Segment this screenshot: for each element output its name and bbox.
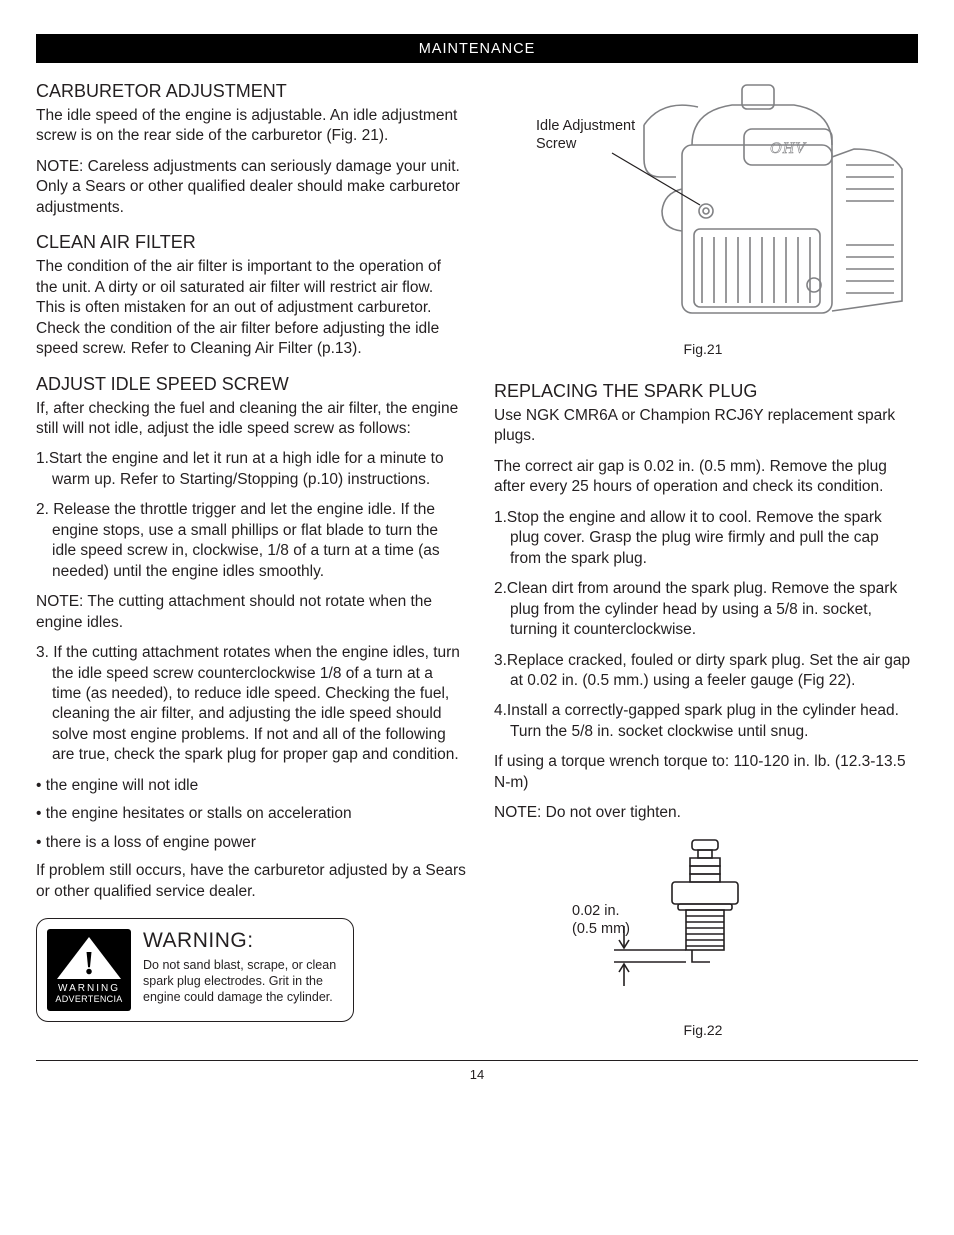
note-para: NOTE: Do not over tighten. (494, 803, 912, 823)
warning-text-block: WARNING: Do not sand blast, scrape, or c… (143, 929, 339, 1005)
para: The correct air gap is 0.02 in. (0.5 mm)… (494, 457, 912, 498)
heading-replacing-spark-plug: REPLACING THE SPARK PLUG (494, 381, 912, 402)
warning-title: WARNING: (143, 929, 339, 953)
bullet-item: • the engine hesitates or stalls on acce… (36, 804, 466, 824)
bullet-item: • there is a loss of engine power (36, 833, 466, 853)
heading-carburetor-adjustment: CARBURETOR ADJUSTMENT (36, 81, 466, 102)
para: The idle speed of the engine is adjustab… (36, 106, 466, 147)
step-item: 2. Release the throttle trigger and let … (36, 500, 466, 582)
note-para: NOTE: The cutting attachment should not … (36, 592, 466, 633)
warning-icon: ! WARNING ADVERTENCIA (47, 929, 131, 1011)
step-item: 2.Clean dirt from around the spark plug.… (494, 579, 912, 640)
heading-adjust-idle-speed-screw: ADJUST IDLE SPEED SCREW (36, 374, 466, 395)
step-item: 1.Start the engine and let it run at a h… (36, 449, 466, 490)
right-column: Idle Adjustment Screw (494, 81, 912, 1038)
warning-icon-label: ADVERTENCIA (55, 994, 122, 1004)
steps-list: 1.Start the engine and let it run at a h… (36, 449, 466, 582)
spark-plug-illustration (494, 836, 912, 1016)
para: If, after checking the fuel and cleaning… (36, 399, 466, 440)
figure-21-caption: Fig.21 (684, 341, 723, 357)
warning-callout: ! WARNING ADVERTENCIA WARNING: Do not sa… (36, 918, 354, 1022)
heading-clean-air-filter: CLEAN AIR FILTER (36, 232, 466, 253)
warning-icon-label: WARNING (58, 983, 120, 994)
steps-list: 3. If the cutting attachment rotates whe… (36, 643, 466, 766)
para: If using a torque wrench torque to: 110-… (494, 752, 912, 793)
ohv-label: OHV (770, 140, 807, 157)
section-header-bar: MAINTENANCE (36, 34, 918, 63)
note-para: NOTE: Careless adjustments can seriously… (36, 157, 466, 218)
para: If problem still occurs, have the carbur… (36, 861, 466, 902)
figure-21: Idle Adjustment Screw (494, 81, 912, 363)
engine-illustration: OHV (494, 81, 912, 331)
page-number: 14 (36, 1067, 918, 1082)
svg-text:!: ! (83, 945, 94, 982)
figure-22: 0.02 in. (0.5 mm) (494, 836, 912, 1016)
bullet-list: • the engine will not idle • the engine … (36, 776, 466, 853)
para: The condition of the air filter is impor… (36, 257, 466, 359)
step-item: 4.Install a correctly-gapped spark plug … (494, 701, 912, 742)
para: Use NGK CMR6A or Champion RCJ6Y replacem… (494, 406, 912, 447)
step-item: 3. If the cutting attachment rotates whe… (36, 643, 466, 766)
step-item: 3.Replace cracked, fouled or dirty spark… (494, 651, 912, 692)
left-column: CARBURETOR ADJUSTMENT The idle speed of … (36, 81, 466, 1038)
step-item: 1.Stop the engine and allow it to cool. … (494, 508, 912, 569)
warning-text: Do not sand blast, scrape, or clean spar… (143, 957, 339, 1005)
bullet-item: • the engine will not idle (36, 776, 466, 796)
figure-22-caption: Fig.22 (494, 1022, 912, 1038)
steps-list: 1.Stop the engine and allow it to cool. … (494, 508, 912, 743)
footer-rule (36, 1060, 918, 1061)
